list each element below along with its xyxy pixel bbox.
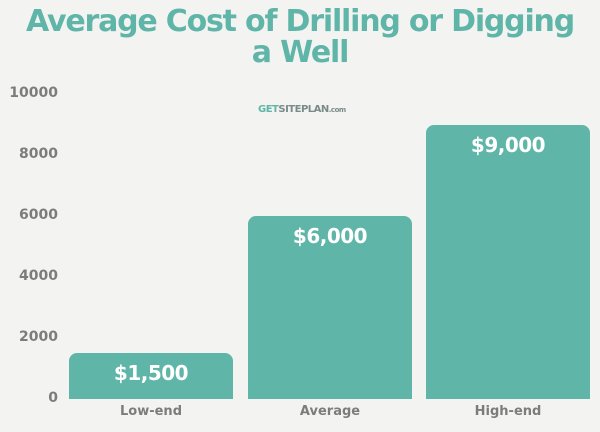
x-tick-label: Low-end	[120, 404, 182, 419]
bar-average: $6,000	[248, 216, 412, 399]
bar-high-end: $9,000	[426, 124, 590, 399]
y-tick-label: 10000	[9, 85, 58, 101]
chart-title-line-1: Average Cost of Drilling or Digging	[26, 4, 575, 39]
y-tick-label: 6000	[19, 207, 58, 223]
bar-value-label: $1,500	[113, 361, 189, 386]
x-tick-label: Average	[299, 404, 361, 419]
bar-low-end: $1,500	[69, 353, 233, 399]
bar-value-label: $9,000	[470, 132, 546, 157]
y-tick-label: 8000	[19, 146, 58, 162]
chart-title-line-2: a Well	[251, 35, 350, 70]
bar-value-label: $6,000	[292, 224, 368, 248]
watermark-logo: GETSITEPLAN.com	[258, 104, 346, 115]
y-tick-label: 2000	[19, 329, 58, 345]
x-tick-label: High-end	[474, 404, 542, 419]
y-tick-label: 4000	[19, 268, 58, 284]
chart-title: Average Cost of Drilling or Digging a We…	[0, 6, 600, 68]
y-tick-label: 0	[48, 390, 58, 406]
